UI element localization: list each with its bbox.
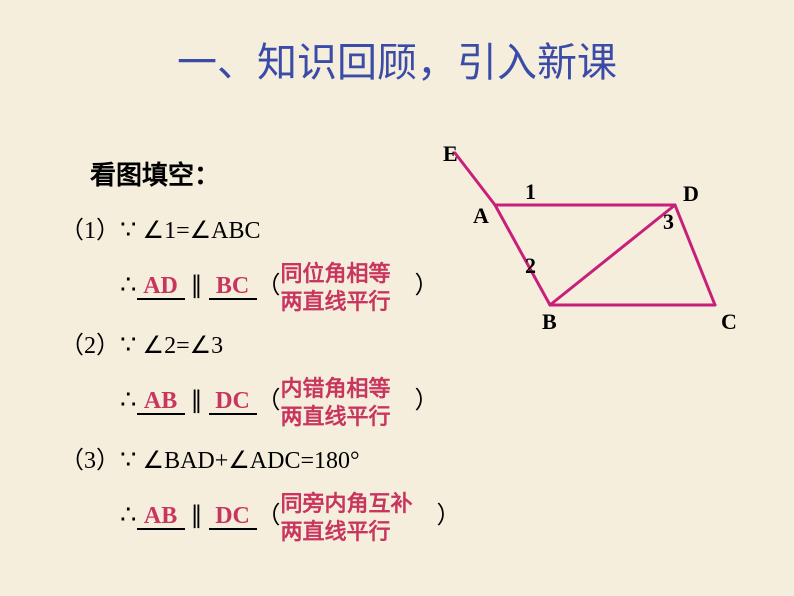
svg-text:C: C: [721, 309, 737, 334]
svg-text:E: E: [443, 145, 458, 166]
item1-given: （1）∵ ∠1=∠ABC: [60, 210, 260, 245]
svg-text:2: 2: [525, 253, 536, 278]
svg-text:D: D: [683, 181, 699, 206]
svg-text:A: A: [473, 203, 489, 228]
item3-given: （3）∵ ∠BAD+∠ADC=180°: [60, 440, 360, 475]
geometry-diagram: E A D B C 1 2 3: [415, 145, 755, 345]
page-title: 一、知识回顾，引入新课: [0, 0, 794, 88]
subtitle: 看图填空：: [90, 155, 220, 192]
item3-conclusion: ∴AB ∥ DC（同旁内角互补两直线平行 ）: [120, 490, 461, 545]
item1-conclusion: ∴AD ∥ BC（同位角相等两直线平行 ）: [120, 260, 439, 315]
svg-text:1: 1: [525, 179, 536, 204]
svg-text:B: B: [542, 309, 557, 334]
item2-conclusion: ∴AB ∥ DC（内错角相等两直线平行 ）: [120, 375, 439, 430]
svg-text:3: 3: [663, 209, 674, 234]
item2-given: （2）∵ ∠2=∠3: [60, 325, 223, 360]
